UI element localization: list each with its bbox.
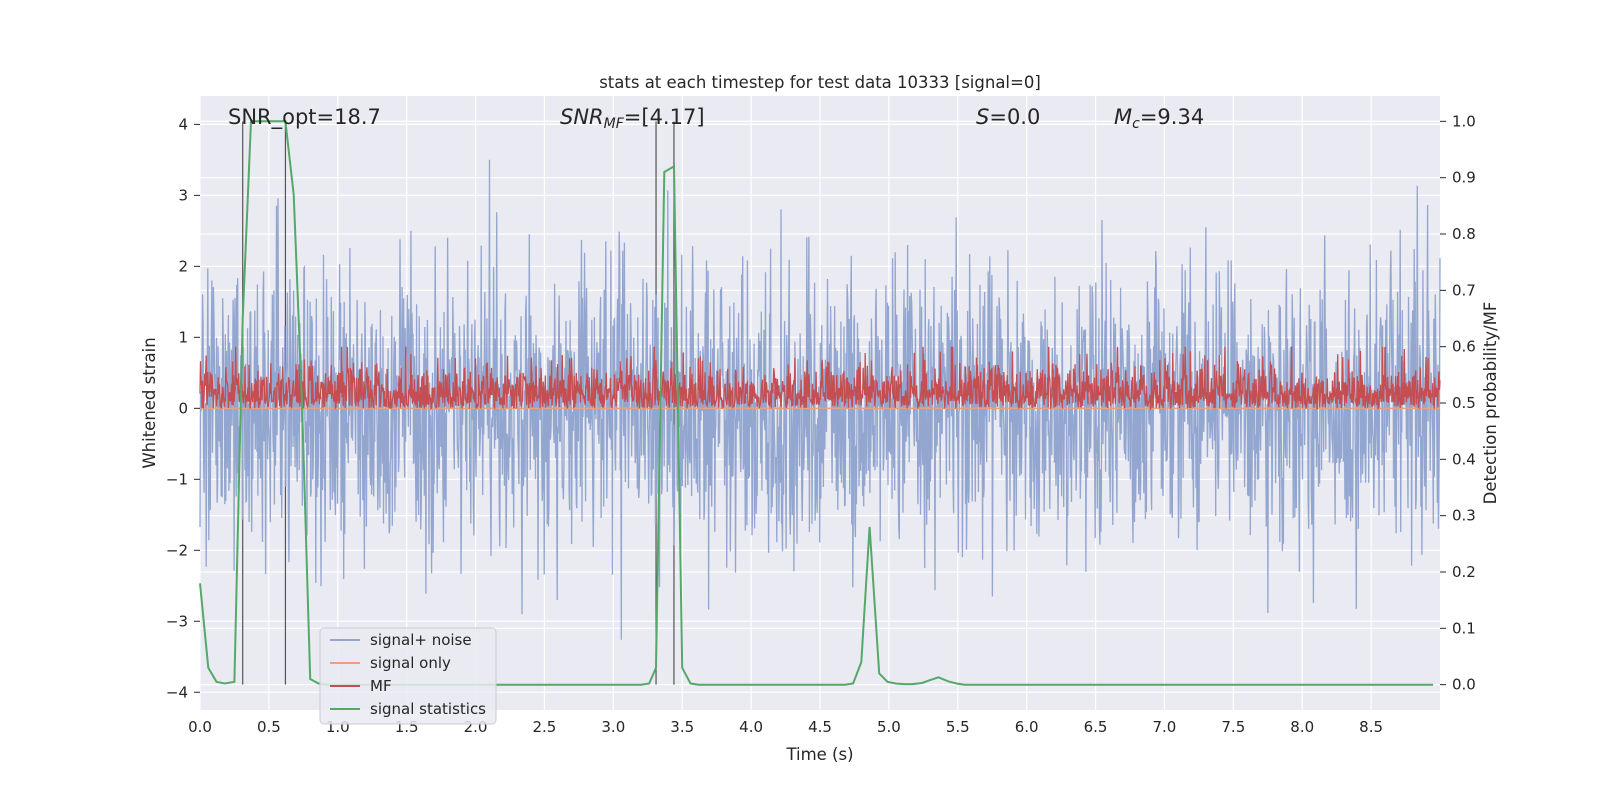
x-tick-label: 8.0 <box>1290 718 1314 736</box>
annotation-snr-mf: SNRMF=[4.17] <box>560 105 705 132</box>
chart-title: stats at each timestep for test data 103… <box>599 73 1041 92</box>
legend-label-signal-noise: signal+ noise <box>370 631 472 649</box>
annotation-s: S=0.0 <box>976 105 1040 129</box>
y2-axis-label: Detection probability/MF <box>1481 302 1500 505</box>
y-tick-label: −1 <box>166 470 188 488</box>
x-tick-label: 7.5 <box>1221 718 1245 736</box>
y2-tick-label: 0.9 <box>1452 169 1476 187</box>
x-tick-label: 5.5 <box>946 718 970 736</box>
legend-label-mf: MF <box>370 677 392 695</box>
x-axis-label: Time (s) <box>785 745 853 764</box>
y2-tick-label: 0.6 <box>1452 338 1476 356</box>
x-tick-label: 3.5 <box>670 718 694 736</box>
series-signal-statistics <box>199 120 1434 686</box>
y-tick-label: 2 <box>178 257 188 275</box>
annotation-mc: Mc=9.34 <box>1114 105 1204 132</box>
y-tick-label: 3 <box>178 186 188 204</box>
x-tick-label: 5.0 <box>877 718 901 736</box>
y-tick-label: 1 <box>178 328 188 346</box>
x-tick-label: 6.0 <box>1015 718 1039 736</box>
y2-tick-label: 0.8 <box>1452 225 1476 243</box>
y-tick-label: −2 <box>166 541 188 559</box>
annotation-snr-opt: SNR_opt=18.7 <box>228 105 381 130</box>
series-signal-noise <box>199 159 1441 640</box>
legend-label-signal-statistics: signal statistics <box>370 700 486 718</box>
y2-tick-label: 1.0 <box>1452 112 1476 130</box>
y-tick-label: −3 <box>166 612 188 630</box>
legend: signal+ noise signal only MF signal stat… <box>319 627 497 725</box>
y2-tick-label: 0.3 <box>1452 507 1476 525</box>
x-tick-label: 6.5 <box>1084 718 1108 736</box>
series-mf <box>199 346 1441 411</box>
y2-tick-label: 0.5 <box>1452 394 1476 412</box>
series-layer <box>199 120 1441 686</box>
y2-tick-label: 0.1 <box>1452 619 1476 637</box>
y-tick-label: 0 <box>178 399 188 417</box>
x-tick-label: 4.5 <box>808 718 832 736</box>
x-tick-label: 0.0 <box>188 718 212 736</box>
y2-tick-label: 0.4 <box>1452 450 1476 468</box>
x-tick-label: 3.0 <box>601 718 625 736</box>
legend-label-signal-only: signal only <box>370 654 451 672</box>
x-tick-label: 4.0 <box>739 718 763 736</box>
x-tick-label: 2.5 <box>533 718 557 736</box>
y-axis-ticks: −4 −3 −2 −1 0 1 2 3 4 <box>166 115 200 701</box>
y2-tick-label: 0.7 <box>1452 281 1476 299</box>
x-tick-label: 0.5 <box>257 718 281 736</box>
y-axis-label: Whitened strain <box>140 337 159 468</box>
y2-tick-label: 0.0 <box>1452 676 1476 694</box>
y-tick-label: 4 <box>178 115 188 133</box>
y2-axis-ticks: 0.0 0.1 0.2 0.3 0.4 0.5 0.6 0.7 0.8 0.9 1.0 <box>1440 112 1476 694</box>
x-tick-label: 7.0 <box>1153 718 1177 736</box>
y2-tick-label: 0.2 <box>1452 563 1476 581</box>
x-tick-label: 8.5 <box>1359 718 1383 736</box>
y-tick-label: −4 <box>166 683 188 701</box>
